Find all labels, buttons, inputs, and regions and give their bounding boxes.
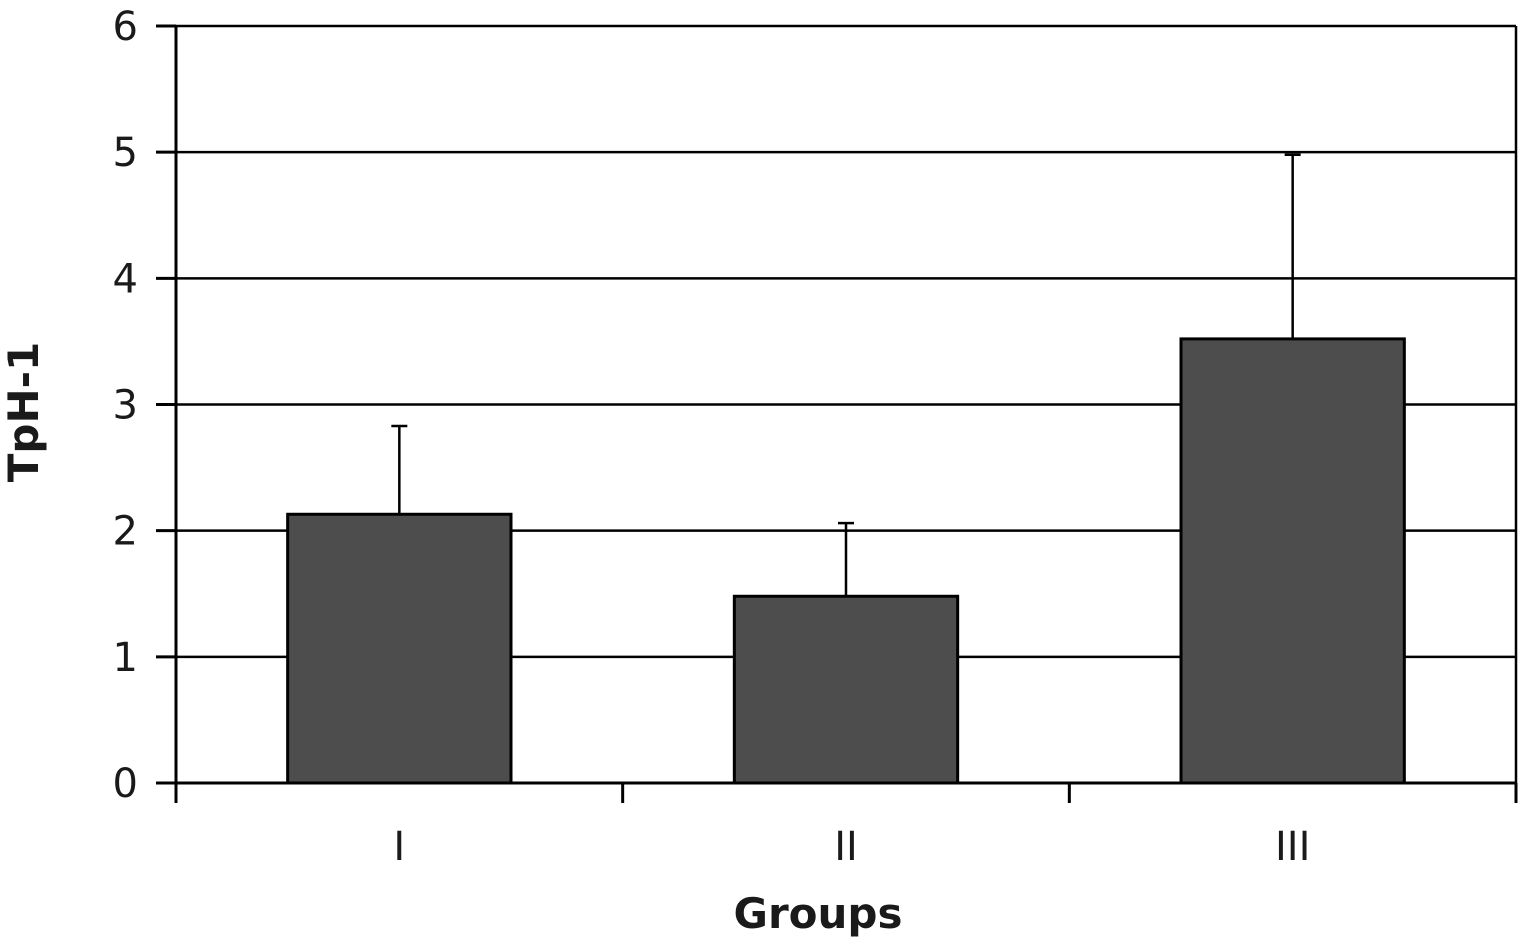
- y-tick-label: 5: [113, 130, 138, 176]
- x-axis-title: Groups: [733, 889, 902, 938]
- y-tick-label: 3: [113, 383, 138, 429]
- y-axis-title: TpH-1: [0, 342, 48, 483]
- y-tick-label: 2: [113, 509, 138, 555]
- y-tick-label: 1: [113, 635, 138, 681]
- y-tick-label: 6: [113, 4, 138, 50]
- y-tick-labels: 0 1 2 3 4 5 6: [113, 4, 176, 807]
- bar: [732, 594, 960, 785]
- x-tick-label: II: [834, 824, 858, 870]
- x-tick-labels: I II III: [174, 783, 1518, 870]
- y-tick-label: 4: [113, 256, 138, 302]
- bar: [1179, 337, 1406, 785]
- bars: [286, 153, 1406, 785]
- x-tick-label: I: [393, 824, 405, 870]
- bar: [286, 512, 513, 785]
- x-tick-label: III: [1275, 824, 1310, 870]
- y-tick-label: 0: [113, 761, 138, 807]
- axes: [156, 26, 1518, 785]
